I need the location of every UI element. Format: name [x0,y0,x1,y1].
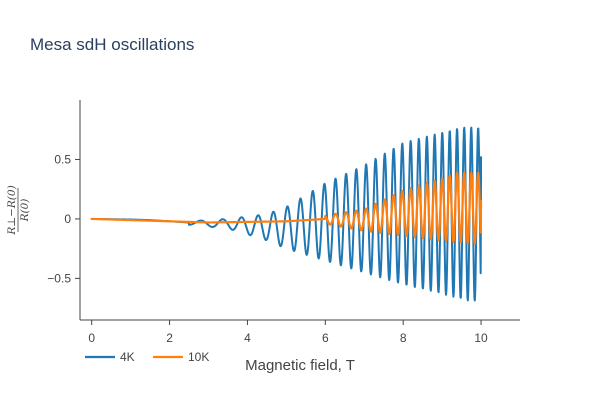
x-tick-label: 6 [322,331,329,345]
x-axis-label: Magnetic field, T [245,357,355,374]
x-tick-label: 2 [166,331,173,345]
y-tick-label: 0.5 [54,152,71,166]
legend-label: 4K [120,350,135,364]
legend-label: 10K [188,350,209,364]
x-tick-label: 0 [88,331,95,345]
y-axis-label-numerator: R⊥−R(0) [6,185,18,235]
y-axis-label: R⊥−R(0) R(0) [6,185,31,235]
y-ticks: −0.5 0 0.5 [47,152,80,285]
series-line-10k [90,171,483,245]
x-tick-label: 8 [400,331,407,345]
x-tick-label: 4 [244,331,251,345]
series-line-4k [90,126,483,302]
legend: 4K 10K [85,350,209,364]
y-tick-label: 0 [64,212,71,226]
y-tick-label: −0.5 [47,271,71,285]
y-axis-label-denominator: R(0) [19,199,31,223]
x-ticks: 0 2 4 6 8 10 [88,320,488,345]
series-layer [90,126,483,302]
chart-title: Mesa sdH oscillations [30,35,194,54]
x-tick-label: 10 [474,331,488,345]
